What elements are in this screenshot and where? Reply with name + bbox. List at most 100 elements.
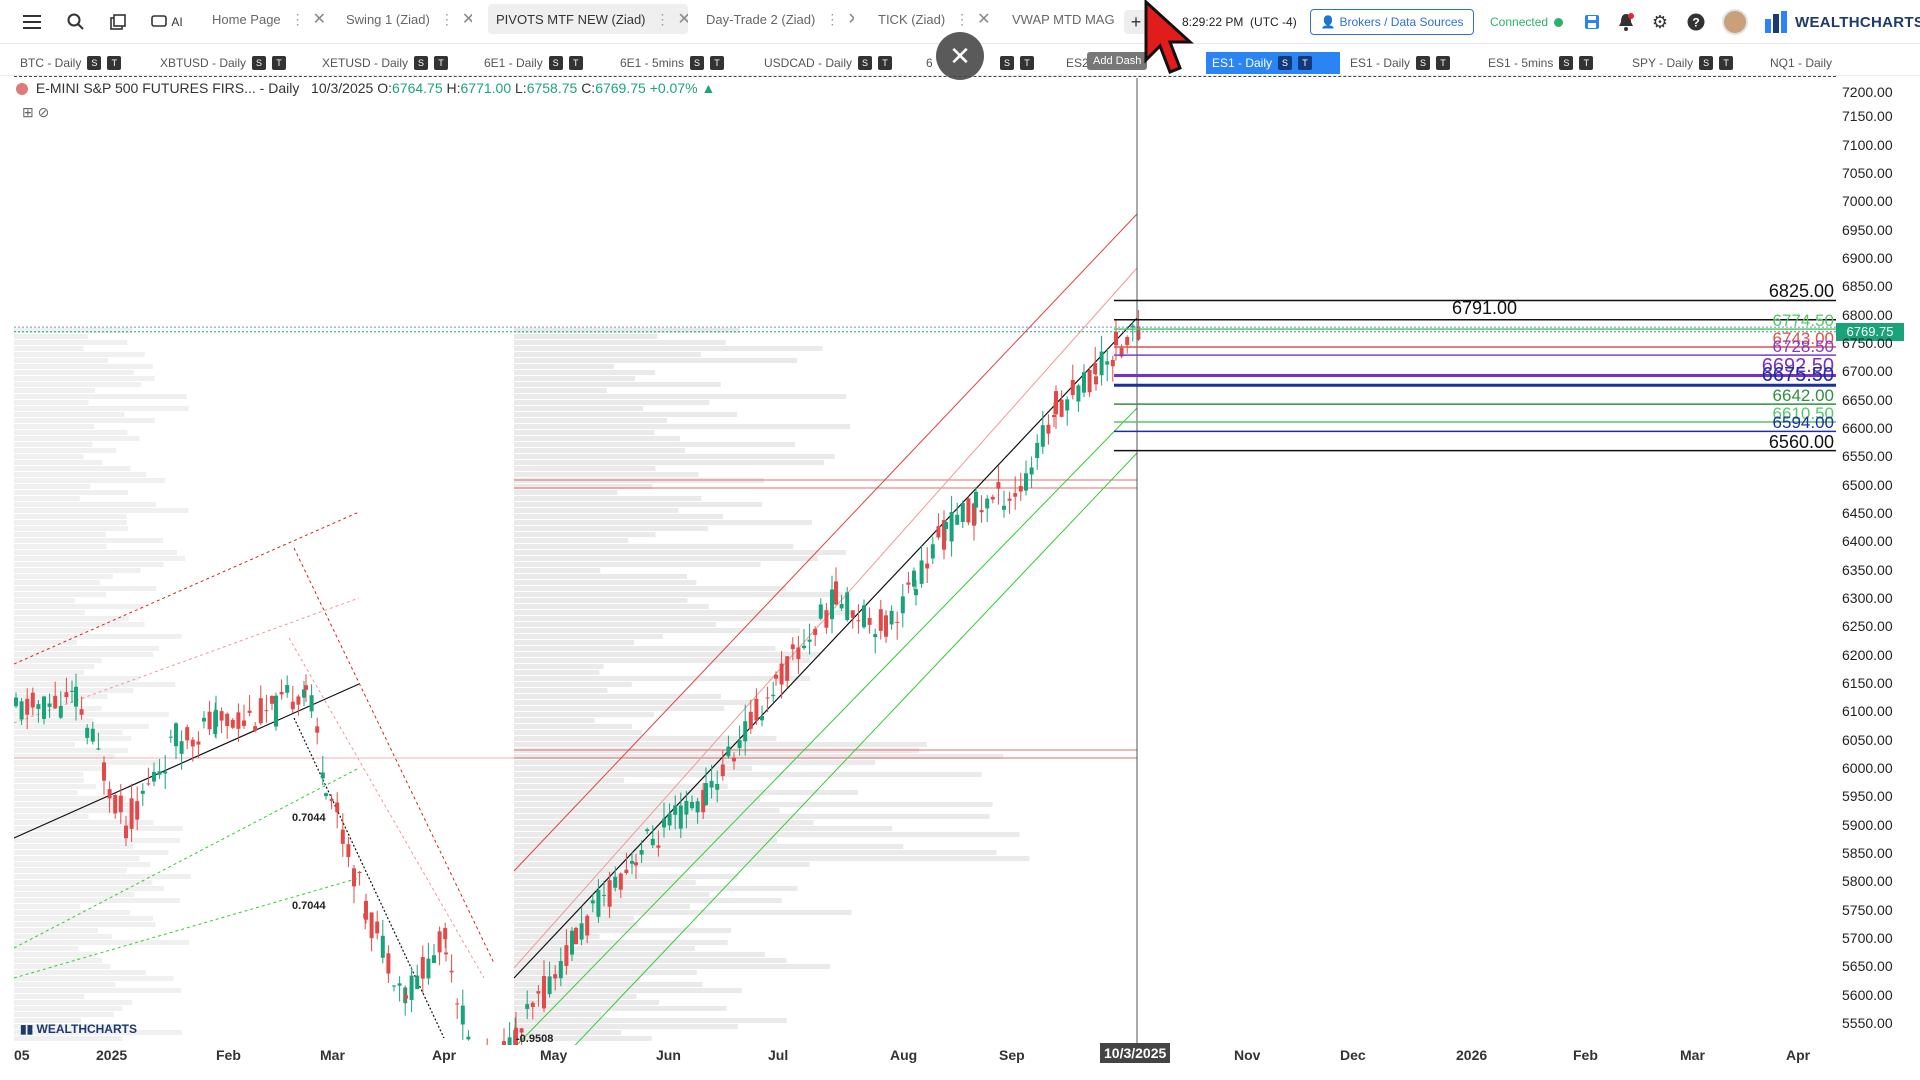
symbol-badge-t[interactable]: T bbox=[107, 56, 122, 70]
indicator-toggle-icons[interactable]: ⊞ ⊘ bbox=[22, 104, 50, 120]
symbol-badge-t[interactable]: T bbox=[272, 56, 287, 70]
close-icon[interactable]: ✕ bbox=[461, 11, 472, 28]
symbol-tab[interactable]: BTC - Daily S T bbox=[14, 52, 127, 74]
tab-swing-1[interactable]: Swing 1 (Ziad) ⋮ ✕ bbox=[338, 4, 472, 34]
volume-profile-bar bbox=[14, 892, 135, 897]
symbol-badge-s[interactable]: S bbox=[414, 56, 429, 70]
symbol-tab[interactable]: USDCAD - Daily S T bbox=[758, 52, 898, 74]
tab-menu-icon[interactable]: ⋮ bbox=[825, 10, 840, 27]
volume-profile-bar bbox=[514, 412, 738, 417]
volume-profile-bar bbox=[514, 676, 810, 681]
tab-vwap-mtd-mag7[interactable]: VWAP MTD MAG7 bbox=[1004, 4, 1114, 34]
tab-menu-icon[interactable]: ⋮ bbox=[290, 10, 305, 27]
close-icon[interactable]: ✕ bbox=[677, 11, 689, 28]
gear-icon[interactable]: ⚙ bbox=[1651, 11, 1669, 32]
volume-profile-bar bbox=[14, 526, 129, 531]
price-chart[interactable] bbox=[14, 78, 1836, 1045]
symbol-tab[interactable]: XETUSD - Daily S T bbox=[316, 52, 454, 74]
symbol-tab-bar: BTC - Daily S T XBTUSD - Daily S T XETUSD - … bbox=[0, 50, 1920, 120]
symbol-badge-t[interactable]: T bbox=[1719, 56, 1734, 70]
candle-body bbox=[302, 689, 306, 698]
candle-body bbox=[386, 953, 391, 974]
symbol-tab[interactable]: 6E1 - Daily S T bbox=[478, 52, 589, 74]
symbol-tab[interactable]: NQ1 - Daily bbox=[1764, 52, 1838, 74]
symbol-badge-s[interactable]: S bbox=[1278, 56, 1293, 70]
symbol-badge-s[interactable]: S bbox=[858, 56, 873, 70]
volume-profile-bar bbox=[14, 736, 132, 741]
symbol-badge-s[interactable]: S bbox=[1000, 56, 1014, 70]
candle-body bbox=[42, 696, 46, 719]
chart-watermark-logo: ▮▮ WEALTHCHARTS bbox=[20, 1022, 137, 1036]
logo-text: WEALTHCHARTS bbox=[1795, 13, 1920, 31]
symbol-tab[interactable]: 6 bbox=[920, 52, 939, 74]
volume-profile-bar bbox=[514, 328, 740, 333]
volume-profile-bar bbox=[514, 742, 927, 747]
volume-profile-bar bbox=[14, 640, 77, 645]
symbol-badge-s[interactable]: S bbox=[548, 56, 563, 70]
volume-profile-bar bbox=[14, 652, 154, 657]
close-icon[interactable]: ✕ bbox=[847, 9, 854, 29]
symbol-badge-t[interactable]: T bbox=[1298, 56, 1313, 70]
symbol-tab[interactable]: ES1 - Daily S T bbox=[1344, 52, 1456, 74]
symbol-badge-t[interactable]: T bbox=[1020, 56, 1034, 70]
symbol-badge-t[interactable]: T bbox=[878, 56, 893, 70]
symbol-badge-t[interactable]: T bbox=[710, 56, 725, 70]
symbol-tab-active[interactable]: ES1 - Daily S T bbox=[1206, 52, 1340, 74]
close-overlay-button[interactable]: ✕ bbox=[936, 32, 984, 80]
symbol-tab[interactable]: XBTUSD - Daily S T bbox=[154, 52, 292, 74]
volume-profile-bar bbox=[514, 418, 668, 423]
tab-home-page[interactable]: Home Page ⋮ ✕ bbox=[204, 4, 324, 34]
mouse-cursor-icon bbox=[1144, 0, 1194, 74]
ai-icon[interactable]: AI bbox=[150, 10, 184, 34]
symbol-tab[interactable]: 6E1 - 5mins S T bbox=[614, 52, 730, 74]
symbol-tab[interactable]: ES1 - 5mins S T bbox=[1482, 52, 1599, 74]
svg-text:?: ? bbox=[1692, 16, 1699, 30]
candle-body bbox=[1054, 391, 1058, 415]
tab-pivots-mtf-new[interactable]: PIVOTS MTF NEW (Ziad) ⋮ ✕ bbox=[488, 4, 688, 34]
menu-icon[interactable] bbox=[20, 10, 44, 34]
tab-menu-icon[interactable]: ⋮ bbox=[655, 10, 670, 27]
symbol-tab[interactable]: SPY - Daily S T bbox=[1626, 52, 1739, 74]
candle-body bbox=[667, 813, 672, 826]
symbol-tab[interactable]: ES2 bbox=[1060, 52, 1095, 74]
symbol-badge-t[interactable]: T bbox=[1579, 56, 1594, 70]
tab-day-trade-2[interactable]: Day-Trade 2 (Ziad) ⋮ ✕ bbox=[698, 4, 854, 34]
price-tick-label: 5750.00 bbox=[1842, 901, 1893, 918]
layouts-icon[interactable] bbox=[106, 10, 130, 34]
volume-profile-bar bbox=[14, 574, 113, 579]
symbol-badge-s[interactable]: S bbox=[252, 56, 267, 70]
user-icon: 👤 bbox=[1320, 15, 1336, 29]
save-icon[interactable] bbox=[1580, 10, 1604, 34]
candle-body bbox=[889, 610, 894, 625]
volume-profile-bar bbox=[14, 550, 178, 555]
symbol-badge-t[interactable]: T bbox=[568, 56, 583, 70]
candle-body bbox=[955, 514, 960, 525]
symbol-badge-t[interactable]: T bbox=[1436, 56, 1451, 70]
close-icon[interactable]: ✕ bbox=[977, 11, 990, 28]
tab-tick[interactable]: TICK (Ziad) ⋮ ✕ bbox=[870, 4, 990, 34]
volume-profile-bar bbox=[14, 976, 174, 981]
candle-body bbox=[460, 1005, 465, 1025]
symbol-badge-s[interactable]: S bbox=[1559, 56, 1574, 70]
symbol-badge-s[interactable]: S bbox=[690, 56, 705, 70]
price-axis[interactable] bbox=[1836, 78, 1920, 1045]
candle-body bbox=[1099, 351, 1104, 376]
brokers-data-sources-button[interactable]: 👤 Brokers / Data Sources bbox=[1310, 9, 1474, 35]
close-icon[interactable]: ✕ bbox=[312, 11, 324, 28]
avatar[interactable] bbox=[1722, 9, 1748, 35]
tab-menu-icon[interactable]: ⋮ bbox=[439, 10, 454, 27]
candle-body bbox=[715, 783, 720, 790]
volume-profile-bar bbox=[14, 502, 156, 507]
help-icon[interactable]: ? bbox=[1684, 10, 1708, 34]
channel-line bbox=[513, 213, 1138, 872]
add-dashboard-icon[interactable]: + bbox=[1124, 10, 1148, 34]
search-icon[interactable] bbox=[64, 10, 88, 34]
volume-profile-bar bbox=[514, 490, 618, 495]
bell-icon[interactable] bbox=[1614, 10, 1638, 34]
symbol-badge-s[interactable]: S bbox=[1416, 56, 1431, 70]
symbol-badge-s[interactable]: S bbox=[1699, 56, 1714, 70]
tab-menu-icon[interactable]: ⋮ bbox=[955, 10, 970, 27]
symbol-badge-t[interactable]: T bbox=[434, 56, 449, 70]
symbol-badge-s[interactable]: S bbox=[87, 56, 102, 70]
